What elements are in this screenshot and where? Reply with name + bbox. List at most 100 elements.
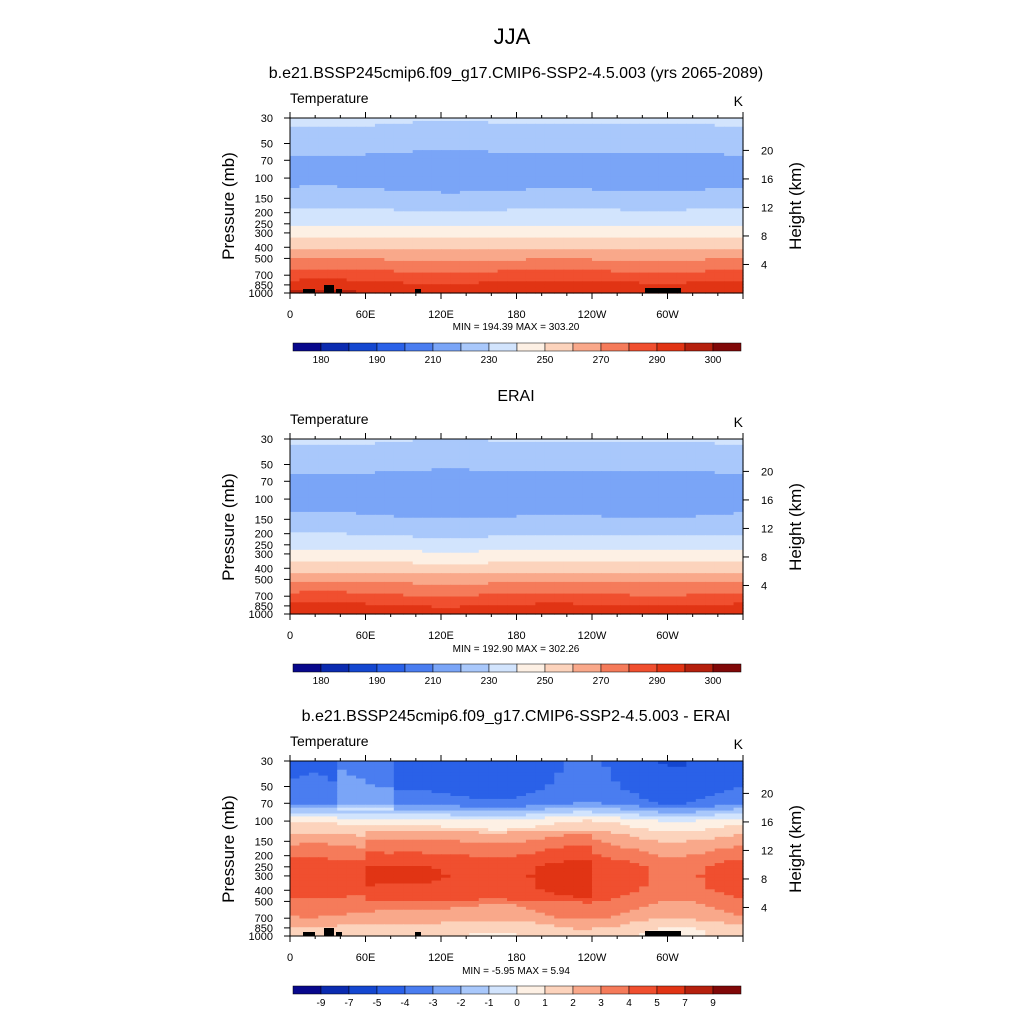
- contour-cell: [412, 535, 423, 539]
- contour-cell: [582, 153, 593, 157]
- contour-cell: [525, 260, 536, 265]
- contour-cell: [507, 549, 518, 554]
- contour-cell: [686, 503, 697, 507]
- y-tick-label: 250: [255, 219, 273, 231]
- contour-cell: [714, 246, 725, 250]
- contour-cell: [639, 196, 650, 201]
- contour-cell: [441, 552, 452, 557]
- contour-cell: [592, 205, 603, 210]
- contour-cell: [318, 263, 329, 268]
- contour-cell: [629, 129, 640, 134]
- contour-cell: [318, 546, 329, 551]
- contour-cell: [507, 182, 518, 186]
- contour-cell: [724, 269, 735, 274]
- contour-cell: [648, 488, 659, 493]
- contour-cell: [639, 456, 650, 461]
- contour-cell: [525, 555, 536, 560]
- contour-cell: [601, 523, 612, 528]
- contour-cell: [459, 544, 470, 548]
- contour-cell: [544, 459, 555, 463]
- contour-cell: [337, 188, 348, 192]
- contour-cell: [629, 141, 640, 145]
- contour-cell: [639, 514, 650, 519]
- contour-cell: [384, 164, 395, 169]
- contour-cell: [327, 447, 338, 452]
- contour-cell: [686, 138, 697, 142]
- contour-cell: [705, 506, 716, 510]
- contour-cell: [592, 158, 603, 163]
- contour-cell: [648, 199, 659, 204]
- contour-cell: [667, 500, 678, 504]
- contour-cell: [695, 258, 706, 262]
- contour-cell: [459, 185, 470, 189]
- contour-cell: [639, 208, 650, 212]
- contour-cell: [299, 170, 310, 175]
- contour-cell: [374, 249, 385, 253]
- contour-cell: [497, 468, 508, 472]
- contour-cell: [516, 520, 527, 525]
- contour-cell: [639, 269, 650, 274]
- contour-cell: [695, 459, 706, 463]
- colorbar-label: 190: [369, 355, 386, 366]
- contour-cell: [478, 246, 489, 250]
- contour-cell: [676, 506, 687, 510]
- contour-cell: [403, 509, 414, 513]
- contour-cell: [299, 161, 310, 166]
- contour-cell: [724, 290, 735, 294]
- contour-cell: [629, 182, 640, 186]
- contour-cell: [639, 453, 650, 458]
- contour-cell: [592, 468, 603, 472]
- contour-cell: [610, 462, 621, 466]
- contour-cell: [705, 211, 716, 215]
- contour-cell: [610, 208, 621, 212]
- contour-cell: [544, 129, 555, 134]
- contour-cell: [308, 167, 319, 172]
- contour-cell: [639, 511, 650, 516]
- contour-cell: [573, 150, 584, 154]
- contour-cell: [488, 462, 499, 466]
- contour-cell: [488, 153, 499, 157]
- contour-cell: [724, 497, 735, 501]
- contour-cell: [459, 243, 470, 247]
- contour-cell: [318, 220, 329, 224]
- contour-cell: [488, 549, 499, 554]
- contour-cell: [441, 278, 452, 282]
- contour-cell: [478, 494, 489, 498]
- contour-cell: [582, 158, 593, 163]
- contour-cell: [724, 228, 735, 233]
- contour-cell: [610, 161, 621, 166]
- contour-cell: [459, 503, 470, 507]
- contour-cell: [327, 509, 338, 513]
- contour-cell: [620, 520, 631, 525]
- contour-cell: [525, 188, 536, 192]
- contour-cell: [676, 549, 687, 554]
- contour-cell: [507, 135, 518, 140]
- contour-cell: [308, 193, 319, 198]
- contour-cell: [299, 526, 310, 531]
- contour-cell: [714, 240, 725, 245]
- contour-cell: [497, 266, 508, 271]
- contour-cell: [535, 284, 546, 288]
- contour-cell: [544, 176, 555, 180]
- contour-cell: [365, 211, 376, 215]
- contour-cell: [365, 260, 376, 265]
- contour-cell: [308, 503, 319, 507]
- contour-cell: [658, 278, 669, 282]
- contour-cell: [667, 439, 678, 443]
- contour-cell: [393, 167, 404, 172]
- contour-cell: [648, 462, 659, 466]
- contour-cell: [620, 185, 631, 189]
- contour-cell: [346, 476, 357, 481]
- contour-cell: [705, 549, 716, 554]
- contour-cell: [403, 199, 414, 204]
- contour-cell: [290, 249, 301, 253]
- contour-cell: [412, 255, 423, 259]
- contour-cell: [610, 153, 621, 157]
- contour-cell: [573, 240, 584, 245]
- contour-cell: [658, 260, 669, 265]
- contour-cell: [318, 503, 329, 507]
- contour-cell: [469, 520, 480, 525]
- contour-cell: [384, 188, 395, 192]
- contour-cell: [705, 141, 716, 145]
- contour-cell: [403, 193, 414, 198]
